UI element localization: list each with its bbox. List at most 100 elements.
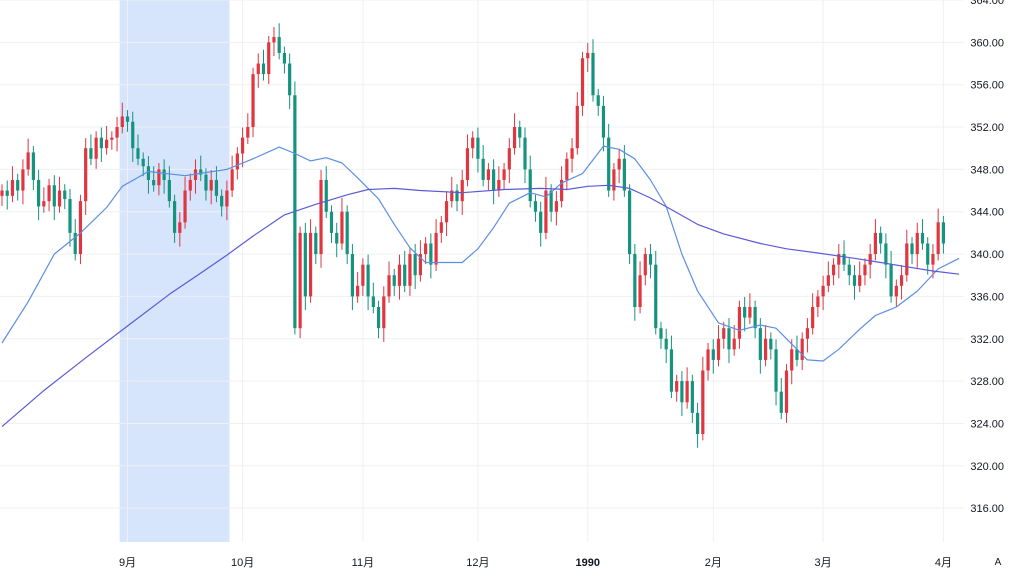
candle-body	[125, 116, 130, 122]
candle-body	[633, 254, 637, 307]
candle	[575, 92, 579, 155]
candle	[356, 272, 360, 303]
candle	[120, 102, 124, 134]
candle	[256, 53, 260, 88]
candle	[329, 205, 334, 243]
candle-body	[680, 381, 684, 403]
candle	[324, 166, 328, 219]
candle	[716, 324, 721, 367]
candle	[879, 226, 883, 254]
candle-body	[444, 201, 449, 223]
y-tick-label: 356.00	[970, 80, 1004, 92]
candle	[272, 26, 276, 57]
candle	[748, 293, 752, 324]
candle-body	[596, 95, 600, 106]
candle-body	[209, 179, 213, 191]
candle	[837, 244, 841, 279]
candle-body	[936, 222, 940, 255]
candle-body	[110, 137, 114, 140]
candle-body	[743, 306, 747, 318]
candle	[282, 46, 287, 74]
candle-body	[690, 381, 694, 413]
candle-body	[790, 349, 794, 371]
y-axis[interactable]: 316.00 320.00 324.00 328.00 332.00 336.00 340.…	[970, 0, 1004, 515]
candle-body	[52, 185, 56, 207]
candle-body	[298, 232, 302, 329]
candle	[57, 176, 62, 213]
candle	[695, 402, 700, 448]
candle-body	[654, 264, 658, 329]
candle	[821, 275, 825, 311]
candle	[277, 23, 281, 60]
candle	[429, 233, 433, 279]
candle-body	[314, 232, 318, 255]
candle-body	[852, 275, 857, 286]
candle-body	[549, 190, 553, 212]
candle	[246, 113, 250, 144]
candle	[397, 254, 402, 300]
candle-body	[319, 179, 323, 255]
candle	[220, 189, 224, 217]
candle-body	[727, 328, 731, 350]
candle	[319, 169, 323, 268]
candle-body	[554, 201, 558, 212]
candle	[413, 244, 417, 289]
candle	[376, 300, 381, 339]
candle-body	[31, 152, 35, 180]
candle-body	[784, 370, 789, 413]
candle	[894, 279, 898, 307]
candle	[669, 335, 674, 399]
candle-body	[350, 254, 355, 297]
candle-body	[753, 306, 757, 329]
candle-body	[879, 232, 883, 244]
candle	[722, 321, 726, 349]
candle-body	[622, 158, 626, 191]
candle	[528, 155, 532, 208]
candle-body	[324, 179, 328, 212]
candle-body	[737, 306, 742, 339]
candle-body	[607, 137, 611, 191]
candle	[497, 166, 501, 197]
candle-body	[376, 306, 381, 329]
candle	[492, 159, 496, 205]
candle	[774, 339, 778, 406]
candle	[638, 261, 642, 314]
candle-body	[858, 275, 862, 286]
candle	[366, 254, 370, 311]
candle-body	[795, 349, 799, 360]
candle	[931, 244, 935, 279]
candle	[157, 163, 161, 196]
x-tick-label: 12月	[466, 557, 489, 569]
candle	[664, 328, 668, 364]
y-tick-label: 348.00	[970, 164, 1004, 176]
candle-body	[439, 222, 443, 233]
x-axis[interactable]: 9月 10月 11月 12月 1990 2月 3月 4月	[119, 557, 952, 569]
candle-body	[429, 243, 433, 265]
auto-scale-button[interactable]: A	[988, 552, 1008, 570]
candle	[424, 237, 428, 265]
candle	[167, 166, 171, 208]
candle-body	[63, 190, 67, 200]
candle-body	[246, 127, 250, 138]
candle	[826, 261, 830, 293]
candle	[392, 268, 396, 296]
candle	[188, 173, 192, 201]
candle	[633, 244, 637, 321]
candle-body	[497, 179, 501, 191]
candle	[183, 176, 187, 229]
candle-body	[99, 137, 103, 149]
auto-scale-label[interactable]: A	[995, 557, 1002, 568]
candle	[303, 222, 307, 311]
x-tick-label: 10月	[231, 557, 254, 569]
candle	[779, 377, 783, 420]
candle	[31, 146, 35, 191]
y-tick-label: 344.00	[970, 207, 1004, 219]
candle	[643, 247, 647, 286]
candle	[345, 205, 349, 265]
candle-body	[847, 264, 851, 276]
candle-body	[361, 264, 365, 286]
candle-body	[763, 338, 768, 360]
candle	[920, 219, 925, 250]
